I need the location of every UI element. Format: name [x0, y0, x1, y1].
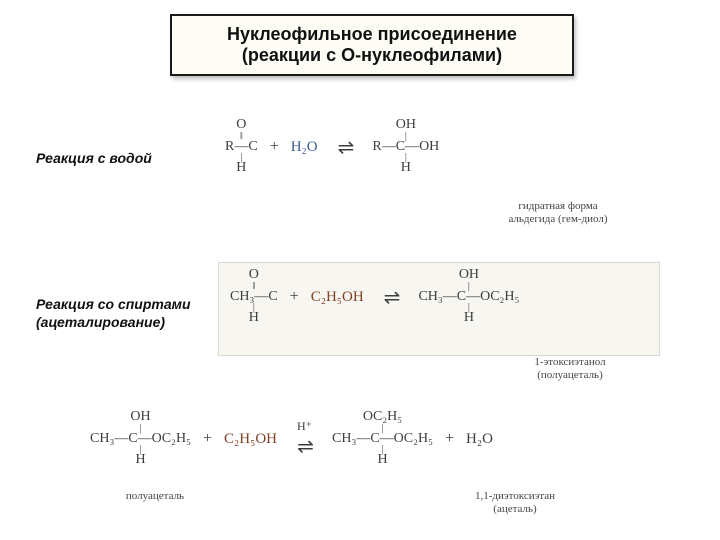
caption-gemdiol: гидратная форма альдегида (гем-диол) [488, 200, 628, 225]
label-alcohol-line1: Реакция со спиртами [36, 296, 191, 312]
hemiacetal2-bot: H [135, 453, 145, 468]
caption-hemiacetal: 1-этоксиэтанол (полуацеталь) [510, 356, 630, 381]
plus-2: + [290, 288, 299, 306]
arrow-catalyst: H⁺ [297, 419, 312, 434]
scheme-hemiacetal: O ‖ CH₃—C | H + C₂H₅OH ⇌ OH | CH₃—C—OC₂H… [230, 268, 519, 326]
acetaldehyde-fragment: O ‖ CH₃—C | H [230, 268, 278, 326]
equilibrium-arrow-3: ⇌ [297, 434, 312, 459]
caption-gemdiol-l2: альдегида (гем-диол) [508, 213, 607, 225]
acetal-bot: H [377, 453, 387, 468]
scheme-water: O ‖ R—C | H + H₂O ⇌ OH | R—C—OH | H [225, 118, 439, 176]
label-alcohol-reaction: Реакция со спиртами (ацеталирование) [36, 295, 206, 331]
title-line-1: Нуклеофильное присоединение [182, 24, 562, 45]
acetaldehyde-bot: H [249, 311, 259, 326]
caption-acetal-l2: (ацеталь) [493, 503, 536, 515]
plus-1: + [270, 138, 279, 156]
arrow-block-3: H⁺ ⇌ [297, 419, 312, 459]
water-product: H₂O [466, 431, 493, 448]
scheme-water-row: O ‖ R—C | H + H₂O ⇌ OH | R—C—OH | H [225, 118, 439, 176]
ethanol-reagent-2: C₂H₅OH [224, 431, 277, 448]
caption-hemiacetal-l1: 1-этоксиэтанол [534, 356, 605, 368]
aldehyde-fragment: O ‖ R—C | H [225, 118, 258, 176]
plus-3: + [203, 430, 212, 448]
scheme-acetal: OH | CH₃—C—OC₂H₅ | H + C₂H₅OH H⁺ ⇌ OC₂H₅… [90, 410, 493, 468]
label-alcohol-line2: (ацеталирование) [36, 314, 165, 330]
caption-acetal-l1: 1,1-диэтоксиэтан [475, 490, 555, 502]
equilibrium-arrow-1: ⇌ [338, 135, 353, 160]
aldehyde-bot: H [236, 161, 246, 176]
gemdiol-fragment: OH | R—C—OH | H [372, 118, 439, 176]
hemiacetal-fragment: OH | CH₃—C—OC₂H₅ | H [418, 268, 519, 326]
ethanol-reagent: C₂H₅OH [311, 289, 364, 306]
hemiacetal-bot: H [464, 311, 474, 326]
title-line-2: (реакции с О-нуклеофилами) [182, 45, 562, 66]
scheme-acetal-row: OH | CH₃—C—OC₂H₅ | H + C₂H₅OH H⁺ ⇌ OC₂H₅… [90, 410, 493, 468]
caption-acetal: 1,1-диэтоксиэтан (ацеталь) [450, 490, 580, 515]
plus-4: + [445, 430, 454, 448]
water-reagent: H₂O [291, 139, 318, 156]
caption-hemiacetal-l2: (полуацеталь) [537, 369, 603, 381]
gemdiol-bot: H [401, 161, 411, 176]
caption-hemiacetal2: полуацеталь [110, 490, 200, 503]
hemiacetal2-fragment: OH | CH₃—C—OC₂H₅ | H [90, 410, 191, 468]
title-box: Нуклеофильное присоединение (реакции с О… [170, 14, 574, 76]
label-water-reaction: Реакция с водой [36, 150, 152, 166]
scheme-hemiacetal-row: O ‖ CH₃—C | H + C₂H₅OH ⇌ OH | CH₃—C—OC₂H… [230, 268, 519, 326]
acetal-fragment: OC₂H₅ | CH₃—C—OC₂H₅ | H [332, 410, 433, 468]
equilibrium-arrow-2: ⇌ [384, 285, 399, 310]
caption-gemdiol-l1: гидратная форма [518, 200, 597, 212]
